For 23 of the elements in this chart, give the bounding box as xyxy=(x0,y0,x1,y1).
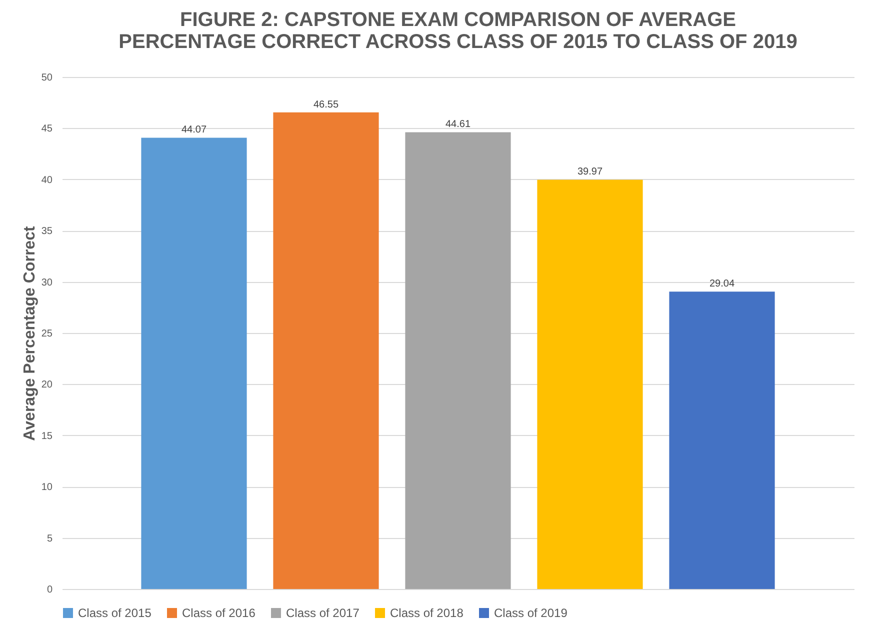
legend-label: Class of 2017 xyxy=(286,606,360,620)
legend-label: Class of 2015 xyxy=(78,606,152,620)
y-tick-label: 10 xyxy=(41,482,53,494)
y-tick-label: 45 xyxy=(41,124,53,135)
y-tick-label: 50 xyxy=(41,72,53,84)
y-tick-label: 5 xyxy=(46,533,53,544)
y-tick-label: 25 xyxy=(41,328,53,340)
data-label: 39.97 xyxy=(577,166,603,178)
legend-label: Class of 2019 xyxy=(494,606,568,620)
data-label: 46.55 xyxy=(313,99,339,110)
y-tick-label: 20 xyxy=(41,380,53,391)
y-tick-label: 0 xyxy=(46,584,53,596)
y-tick-label: 40 xyxy=(41,174,53,186)
y-tick-label: 15 xyxy=(41,430,53,442)
data-label: 44.07 xyxy=(181,124,207,136)
legend-label: Class of 2016 xyxy=(182,606,256,620)
chart-title: FIGURE 2: CAPSTONE EXAM COMPARISON OF AVERAGE PERCENTAGE CORRECT ACROSS CLASS OF 2015 TO CLASS OF 2019 xyxy=(118,9,798,53)
y-tick-label: 30 xyxy=(41,277,53,288)
data-label: 44.61 xyxy=(445,119,471,130)
y-axis-title: Average Percentage Correct xyxy=(21,226,38,441)
y-tick-label: 35 xyxy=(41,226,53,238)
legend-label: Class of 2018 xyxy=(390,606,464,620)
data-label: 29.04 xyxy=(709,278,735,290)
